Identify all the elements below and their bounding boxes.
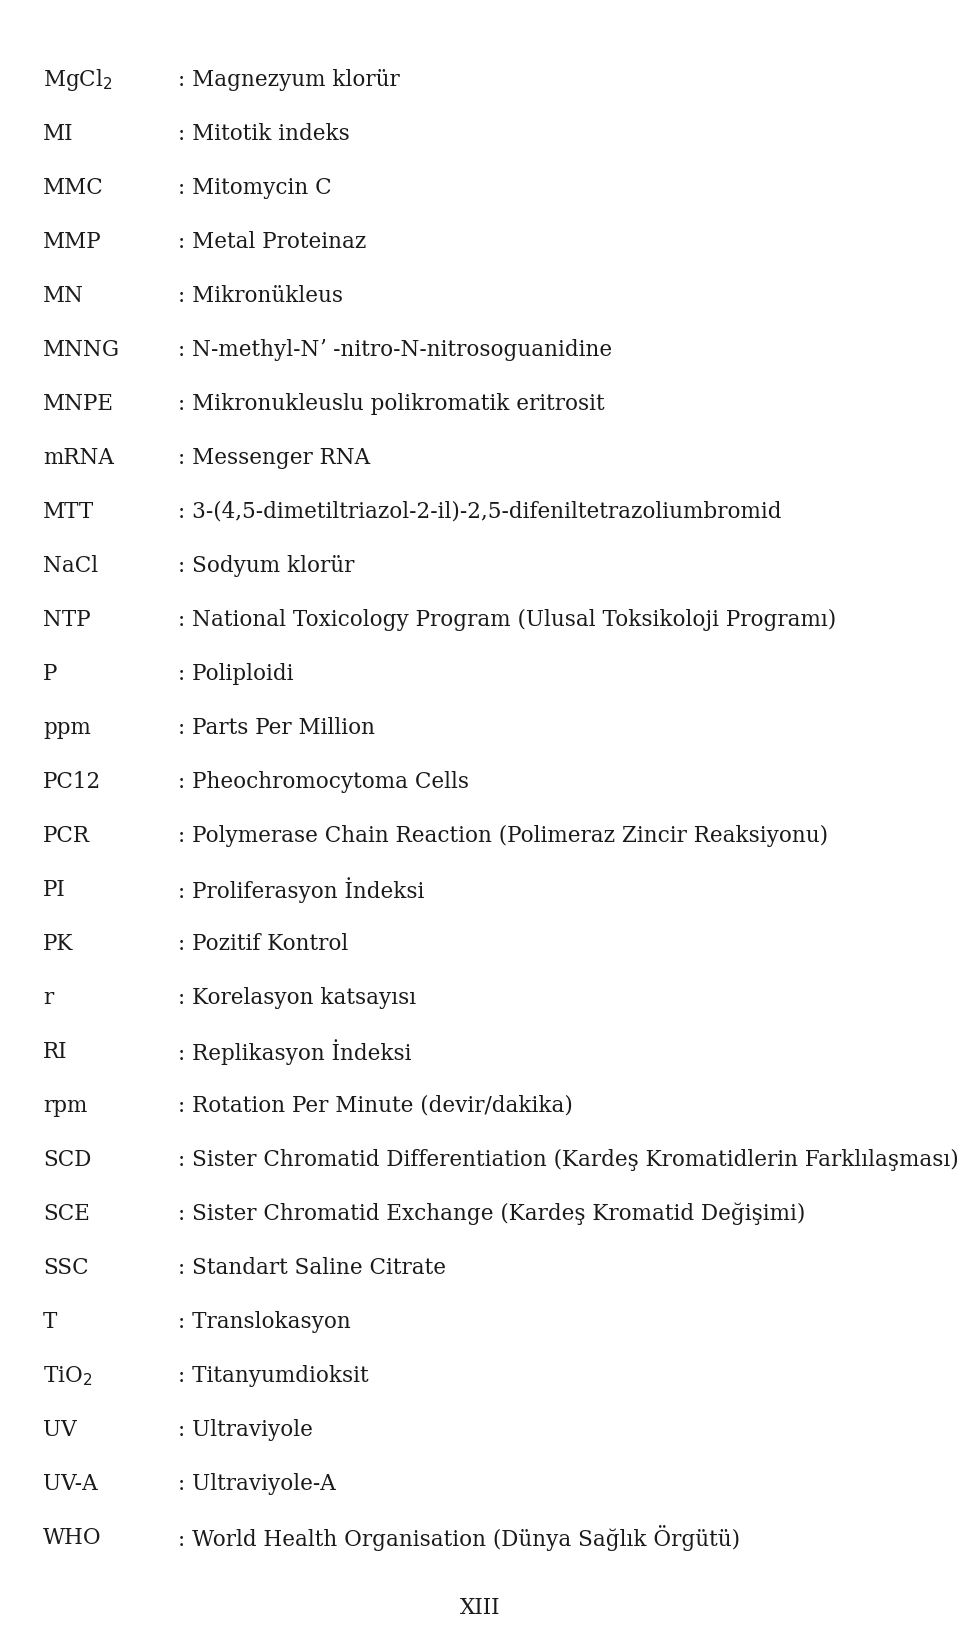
Text: NTP: NTP bbox=[43, 608, 91, 631]
Text: : Mikronükleus: : Mikronükleus bbox=[178, 284, 343, 307]
Text: MN: MN bbox=[43, 284, 84, 307]
Text: : Sodyum klorür: : Sodyum klorür bbox=[178, 554, 354, 577]
Text: : Ultraviyole: : Ultraviyole bbox=[178, 1419, 312, 1442]
Text: SCD: SCD bbox=[43, 1149, 91, 1171]
Text: : Poliploidi: : Poliploidi bbox=[178, 663, 293, 686]
Text: PC12: PC12 bbox=[43, 771, 102, 792]
Text: : Standart Saline Citrate: : Standart Saline Citrate bbox=[178, 1258, 445, 1279]
Text: : Messenger RNA: : Messenger RNA bbox=[178, 447, 370, 469]
Text: : World Health Organisation (Dünya Sağlık Örgütü): : World Health Organisation (Dünya Sağlı… bbox=[178, 1526, 740, 1550]
Text: MgCl$_2$: MgCl$_2$ bbox=[43, 67, 112, 92]
Text: RI: RI bbox=[43, 1041, 68, 1064]
Text: : Mitotik indeks: : Mitotik indeks bbox=[178, 123, 349, 145]
Text: PI: PI bbox=[43, 880, 66, 901]
Text: : N-methyl-Nʼ -nitro-N-nitrosoguanidine: : N-methyl-Nʼ -nitro-N-nitrosoguanidine bbox=[178, 339, 612, 360]
Text: UV-A: UV-A bbox=[43, 1473, 98, 1494]
Text: rpm: rpm bbox=[43, 1095, 87, 1116]
Text: : Rotation Per Minute (devir/dakika): : Rotation Per Minute (devir/dakika) bbox=[178, 1095, 572, 1116]
Text: : Mitomycin C: : Mitomycin C bbox=[178, 176, 331, 199]
Text: ppm: ppm bbox=[43, 717, 91, 738]
Text: : Proliferasyon İndeksi: : Proliferasyon İndeksi bbox=[178, 876, 424, 903]
Text: : Ultraviyole-A: : Ultraviyole-A bbox=[178, 1473, 335, 1494]
Text: : Magnezyum klorür: : Magnezyum klorür bbox=[178, 69, 399, 90]
Text: SCE: SCE bbox=[43, 1203, 90, 1225]
Text: MNNG: MNNG bbox=[43, 339, 120, 360]
Text: MMP: MMP bbox=[43, 230, 102, 253]
Text: : Replikasyon İndeksi: : Replikasyon İndeksi bbox=[178, 1039, 411, 1065]
Text: : Metal Proteinaz: : Metal Proteinaz bbox=[178, 230, 366, 253]
Text: WHO: WHO bbox=[43, 1527, 102, 1549]
Text: T: T bbox=[43, 1310, 58, 1333]
Text: : Pheochromocytoma Cells: : Pheochromocytoma Cells bbox=[178, 771, 468, 792]
Text: mRNA: mRNA bbox=[43, 447, 114, 469]
Text: : National Toxicology Program (Ulusal Toksikoloji Programı): : National Toxicology Program (Ulusal To… bbox=[178, 608, 836, 631]
Text: MNPE: MNPE bbox=[43, 393, 114, 414]
Text: : Mikronukleuslu polikromatik eritrosit: : Mikronukleuslu polikromatik eritrosit bbox=[178, 393, 604, 414]
Text: : Titanyumdioksit: : Titanyumdioksit bbox=[178, 1365, 369, 1388]
Text: : Polymerase Chain Reaction (Polimeraz Zincir Reaksiyonu): : Polymerase Chain Reaction (Polimeraz Z… bbox=[178, 825, 828, 847]
Text: : Sister Chromatid Exchange (Kardeş Kromatid Değişimi): : Sister Chromatid Exchange (Kardeş Krom… bbox=[178, 1203, 805, 1225]
Text: : Parts Per Million: : Parts Per Million bbox=[178, 717, 374, 738]
Text: : Pozitif Kontrol: : Pozitif Kontrol bbox=[178, 932, 348, 955]
Text: XIII: XIII bbox=[460, 1596, 500, 1619]
Text: MMC: MMC bbox=[43, 176, 104, 199]
Text: UV: UV bbox=[43, 1419, 77, 1442]
Text: NaCl: NaCl bbox=[43, 554, 98, 577]
Text: : Korelasyon katsayısı: : Korelasyon katsayısı bbox=[178, 986, 416, 1009]
Text: MI: MI bbox=[43, 123, 74, 145]
Text: TiO$_2$: TiO$_2$ bbox=[43, 1365, 92, 1388]
Text: SSC: SSC bbox=[43, 1258, 89, 1279]
Text: : 3-(4,5-dimetiltriazol-2-il)-2,5-difeniltetrazoliumbromid: : 3-(4,5-dimetiltriazol-2-il)-2,5-difeni… bbox=[178, 501, 781, 523]
Text: r: r bbox=[43, 986, 54, 1009]
Text: PCR: PCR bbox=[43, 825, 90, 847]
Text: MTT: MTT bbox=[43, 501, 94, 523]
Text: PK: PK bbox=[43, 932, 74, 955]
Text: : Sister Chromatid Differentiation (Kardeş Kromatidlerin Farklılaşması): : Sister Chromatid Differentiation (Kard… bbox=[178, 1149, 958, 1171]
Text: P: P bbox=[43, 663, 58, 686]
Text: : Translokasyon: : Translokasyon bbox=[178, 1310, 350, 1333]
